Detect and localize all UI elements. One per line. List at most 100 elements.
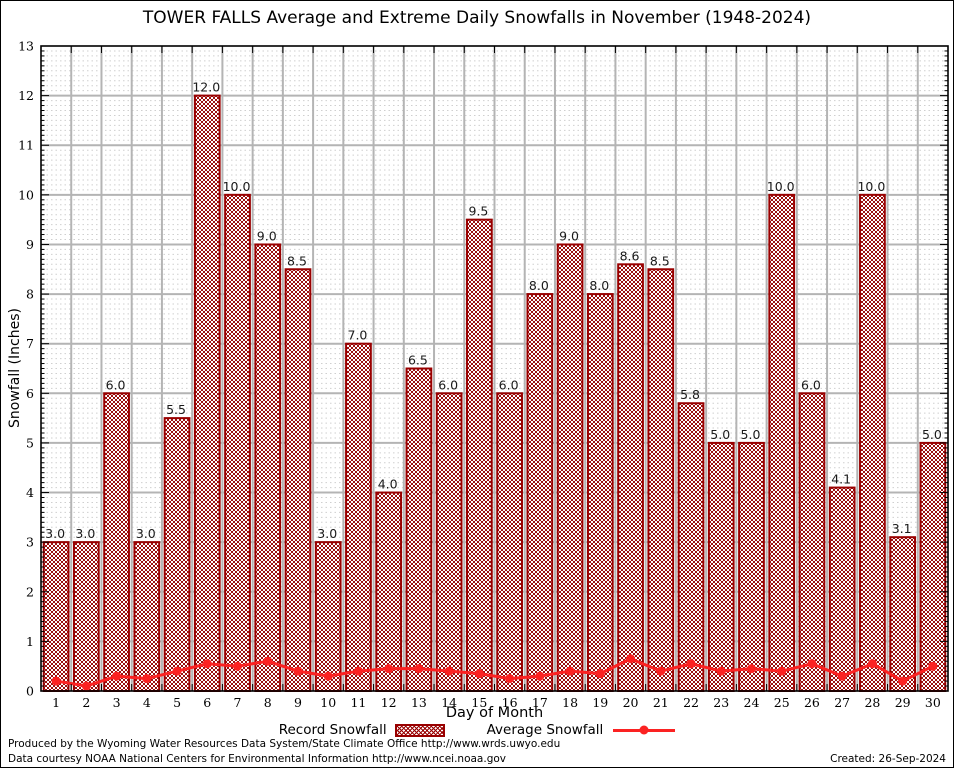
svg-text:12: 12 [381,695,397,710]
x-axis-title: Day of Month [445,705,544,721]
svg-text:28: 28 [864,695,880,710]
bar-value-label: 3.0 [136,526,156,541]
average-snowfall-point [202,659,212,669]
bar-value-label: 5.8 [680,387,700,402]
svg-text:0: 0 [26,684,34,699]
legend-average-marker-icon [613,724,676,736]
average-snowfall-point [444,666,454,676]
bar-value-label: 8.5 [650,253,670,268]
average-snowfall-point [565,666,575,676]
svg-text:27: 27 [834,695,850,710]
bar-value-label: 8.0 [589,278,609,293]
record-snowfall-bar [647,268,675,692]
record-snowfall-bar [405,367,433,692]
record-snowfall-bar [556,243,584,692]
svg-text:12: 12 [18,88,34,103]
svg-text:9: 9 [26,237,34,252]
footer-credit-noaa: Data courtesy NOAA National Centers for … [8,753,507,765]
bar-value-label: 6.0 [801,377,821,392]
bar-value-label: 5.0 [710,427,730,442]
average-snowfall-point [51,676,61,686]
average-snowfall-point [535,671,545,681]
average-snowfall-point [505,674,515,684]
svg-text:4: 4 [26,485,34,500]
average-snowfall-point [626,654,636,664]
bar-value-label: 5.0 [922,427,942,442]
record-snowfall-bar [435,392,463,692]
record-snowfall-bar [768,193,796,692]
svg-text:11: 11 [18,138,34,153]
bar-value-label: 7.0 [348,328,368,343]
average-snowfall-point [656,666,666,676]
bar-value-label: 12.0 [192,80,220,95]
record-snowfall-bar [859,193,886,692]
record-snowfall-bar [738,441,765,692]
grid-major [41,46,948,691]
bar-value-label: 3.0 [45,526,65,541]
svg-text:14: 14 [441,695,457,710]
svg-text:10: 10 [320,695,336,710]
average-snowfall-point [142,674,152,684]
average-snowfall-point [81,681,91,691]
svg-text:2: 2 [26,584,34,599]
bar-value-label: 9.0 [559,228,579,243]
record-snowfall-bar [677,402,705,692]
average-snowfall-point [474,669,484,679]
svg-text:18: 18 [562,695,578,710]
record-snowfall-bar [798,392,826,692]
chart-title: TOWER FALLS Average and Extreme Daily Sn… [142,8,812,28]
average-snowfall-point [807,659,817,669]
record-snowfall-bars: 3.0 3.0 6.0 3.0 5.5 12.0 10.0 9.0 8.5 3.0 7.0 4.0 6.… [42,80,947,693]
legend-average-label: Average Snowfall [486,722,604,738]
record-snowfall-bar [163,417,191,692]
svg-text:13: 13 [411,695,427,710]
record-snowfall-bar [919,441,947,692]
bar-value-label: 8.5 [287,253,307,268]
created-date: Created: 26-Sep-2024 [830,753,946,765]
svg-text:20: 20 [623,695,639,710]
record-snowfall-bar [284,268,312,692]
average-snowfall-point [898,676,908,686]
svg-text:26: 26 [804,695,820,710]
svg-text:13: 13 [18,39,34,54]
bar-value-label: 6.0 [499,377,519,392]
bar-value-label: 9.5 [468,204,488,219]
record-snowfall-bar [889,536,917,693]
record-snowfall-bar [375,491,403,692]
record-snowfall-bar [526,293,554,692]
svg-text:29: 29 [895,695,911,710]
average-snowfall-point [716,666,726,676]
average-snowfall-point [414,664,424,674]
average-snowfall-line [51,654,938,691]
record-snowfall-bar [224,193,251,692]
svg-text:6: 6 [203,695,211,710]
bar-value-label: 4.0 [378,477,398,492]
legend-record-label: Record Snowfall [278,722,387,738]
bar-value-label: 6.0 [106,377,126,392]
bar-value-label: 10.0 [767,179,795,194]
svg-text:3: 3 [26,535,34,550]
bar-value-label: 5.0 [741,427,761,442]
record-snowfall-bar [586,293,614,692]
record-snowfall-bar [314,541,342,693]
average-snowfall-point [384,664,394,674]
record-snowfall-bar [466,218,493,692]
average-snowfall-point [233,661,243,671]
svg-text:8: 8 [264,695,272,710]
svg-text:24: 24 [744,695,760,710]
record-snowfall-bar [828,486,856,693]
svg-text:9: 9 [294,695,302,710]
bar-value-label: 3.1 [892,521,912,536]
legend-record-swatch-icon [394,723,445,737]
average-snowfall-point [112,671,122,681]
record-snowfall-bar [345,342,372,692]
bar-value-label: 5.5 [166,402,186,417]
y-axis-title: Snowfall (Inches) [7,308,23,428]
svg-text:1: 1 [26,634,34,649]
record-snowfall-bar [133,541,161,693]
record-snowfall-bar [42,541,70,693]
record-snowfall-bar [193,94,221,693]
svg-text:6: 6 [26,386,34,401]
